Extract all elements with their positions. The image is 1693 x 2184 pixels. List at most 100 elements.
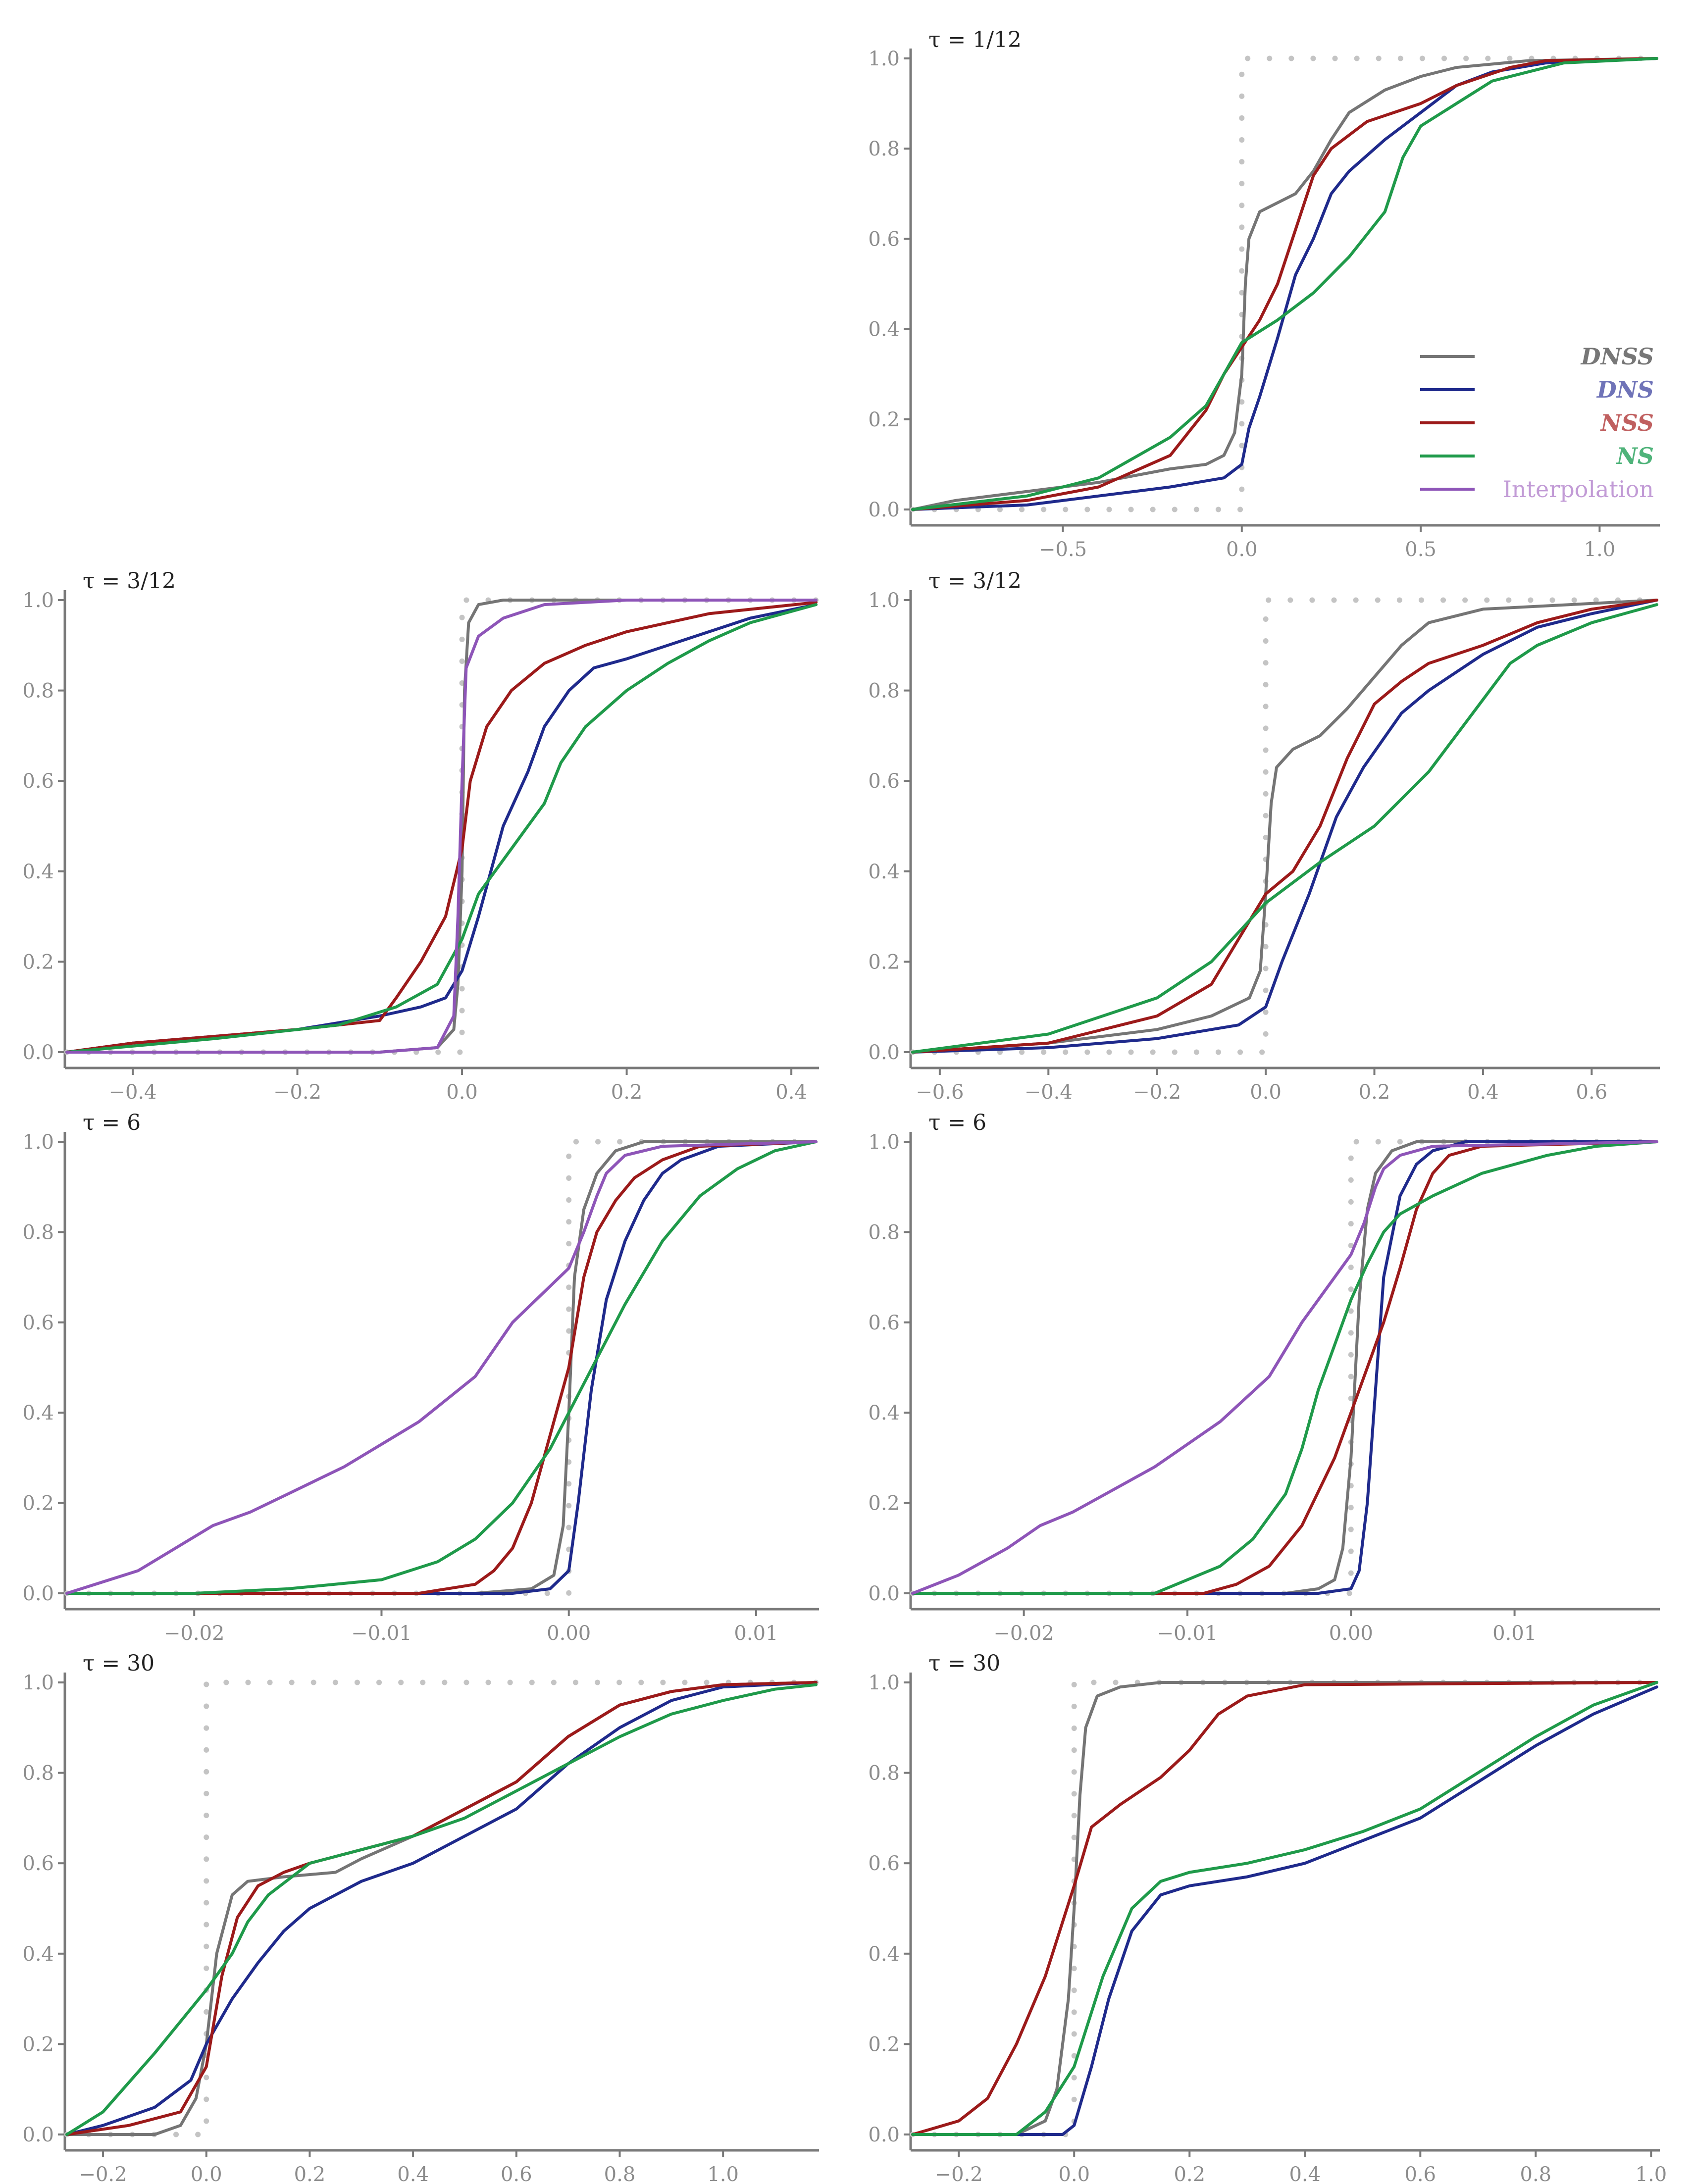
series-line-dns	[911, 599, 1658, 1054]
x-tick-label: −0.4	[1025, 1081, 1073, 1104]
series-line-nss	[911, 1681, 1658, 2136]
x-tick-label: 1.0	[707, 2163, 739, 2184]
panel-title: τ = 6	[83, 1110, 141, 1135]
y-tick-label: 0.8	[22, 1762, 54, 1785]
series-line-dnss	[911, 599, 1658, 1054]
y-tick-label: 0.0	[868, 1041, 900, 1064]
y-tick-label: 0.6	[868, 228, 900, 251]
y-tick-label: 0.0	[868, 2124, 900, 2146]
series-line-dns	[65, 1681, 818, 2136]
y-tick-label: 0.6	[868, 1312, 900, 1334]
y-tick-label: 0.2	[22, 2033, 54, 2056]
series-line-dnss	[911, 1140, 1658, 1595]
series-line-ns	[911, 57, 1658, 511]
panel-title: τ = 3/12	[928, 568, 1022, 594]
x-tick-label: 0.00	[547, 1622, 591, 1645]
series-line-ns	[65, 603, 818, 1054]
y-tick-label: 0.0	[22, 1041, 54, 1064]
reference-step-cdf	[910, 597, 1660, 1055]
y-tick-label: 0.6	[22, 770, 54, 793]
series-line-dns	[65, 1140, 818, 1595]
x-tick-label: 0.0	[1058, 2163, 1090, 2184]
x-tick-label: 0.4	[397, 2163, 429, 2184]
legend-label-interpolation: Interpolation	[1503, 476, 1654, 503]
x-tick-label: 0.4	[1289, 2163, 1321, 2184]
series-line-interpolation	[65, 1140, 818, 1595]
panel-tau-3-12-left: τ = 3/12 0.0 0.2 0.4 0.6 0.8 1.0 −0.4 −0.2 0.0 0.…	[22, 568, 819, 1104]
panel-title: τ = 30	[928, 1651, 1000, 1676]
y-tick-label: 0.2	[868, 1492, 900, 1515]
x-tick-label: 0.6	[501, 2163, 532, 2184]
x-tick-label: 0.2	[1174, 2163, 1205, 2184]
series-line-interpolation	[65, 599, 818, 1054]
x-tick-label: 0.4	[1467, 1081, 1499, 1104]
y-tick-label: 0.4	[22, 861, 54, 883]
legend: DNSS DNS NSS NS Interpolation	[1420, 343, 1654, 503]
y-tick-label: 0.2	[22, 1492, 54, 1515]
x-tick-label: 0.0	[191, 2163, 222, 2184]
y-tick-label: 0.8	[868, 1221, 900, 1244]
x-tick-label: −0.5	[1039, 538, 1087, 561]
x-tick-label: −0.2	[935, 2163, 983, 2184]
y-tick-label: 0.8	[868, 1762, 900, 1785]
y-tick-label: 1.0	[868, 1672, 900, 1694]
x-tick-label: 0.8	[604, 2163, 636, 2184]
reference-step-cdf	[64, 1679, 819, 2137]
y-tick-label: 0.2	[868, 2033, 900, 2056]
x-tick-label: 1.0	[1584, 538, 1616, 561]
y-tick-label: 0.4	[868, 861, 900, 883]
x-tick-label: 0.0	[446, 1081, 478, 1104]
x-tick-label: −0.2	[273, 1081, 321, 1104]
y-tick-label: 0.6	[22, 1852, 54, 1875]
y-tick-label: 1.0	[868, 589, 900, 612]
y-tick-label: 1.0	[22, 1672, 54, 1694]
panel-tau-6-left: τ = 6 0.0 0.2 0.4 0.6 0.8 1.0 −0.02 −0.01 0.00 0.…	[22, 1110, 819, 1645]
x-tick-label: 0.2	[294, 2163, 326, 2184]
y-tick-label: 1.0	[868, 1131, 900, 1154]
x-tick-label: −0.01	[1157, 1622, 1218, 1645]
panel-tau-1-12: τ = 1/12 0.0 0.2 0.4 0.6 0.8 1.0 −0.5 0.0 0.5 1.0…	[868, 27, 1660, 561]
y-tick-label: 0.4	[22, 1943, 54, 1966]
y-tick-label: 0.2	[868, 951, 900, 973]
series-line-dns	[911, 1685, 1658, 2136]
x-tick-label: 0.01	[734, 1622, 778, 1645]
y-tick-label: 0.4	[868, 1402, 900, 1424]
series-line-ns	[65, 1683, 818, 2136]
x-tick-label: 0.2	[611, 1081, 643, 1104]
x-tick-label: 0.5	[1405, 538, 1436, 561]
y-tick-label: 0.8	[22, 1221, 54, 1244]
panel-title: τ = 3/12	[83, 568, 176, 594]
x-tick-label: −0.02	[993, 1622, 1054, 1645]
x-tick-label: 0.4	[775, 1081, 807, 1104]
panel-tau-30-left: τ = 30 0.0 0.2 0.4 0.6 0.8 1.0 −0.2 0.0 0.2 0.4 0.…	[22, 1651, 819, 2184]
panel-tau-6-right: τ = 6 0.0 0.2 0.4 0.6 0.8 1.0 −0.02 −0.01 0.00 0.…	[868, 1110, 1660, 1645]
legend-label-dns: DNS	[1596, 376, 1654, 403]
panel-tau-30-right: τ = 30 0.0 0.2 0.4 0.6 0.8 1.0 −0.2 0.0 0.2 0.4 0.…	[868, 1651, 1667, 2184]
series-line-ns	[65, 1140, 818, 1595]
legend-label-dnss: DNSS	[1580, 343, 1654, 370]
y-tick-label: 0.2	[22, 951, 54, 973]
x-tick-label: −0.2	[79, 2163, 127, 2184]
series-line-interpolation	[911, 1140, 1658, 1595]
legend-label-nss: NSS	[1600, 409, 1654, 436]
x-tick-label: −0.4	[108, 1081, 156, 1104]
y-tick-label: 0.6	[22, 1312, 54, 1334]
y-tick-label: 0.0	[868, 1582, 900, 1605]
x-tick-label: 0.6	[1404, 2163, 1436, 2184]
panel-tau-3-12-right: τ = 3/12 0.0 0.2 0.4 0.6 0.8 1.0 −0.6 −0.4 −0.2 0…	[868, 568, 1660, 1104]
series-line-dnss	[911, 1681, 1658, 2136]
panel-title: τ = 6	[928, 1110, 986, 1135]
series-line-ns	[911, 1140, 1658, 1595]
x-tick-label: 0.01	[1492, 1622, 1537, 1645]
y-tick-label: 0.8	[868, 138, 900, 160]
x-tick-label: −0.02	[164, 1622, 225, 1645]
x-tick-label: −0.6	[916, 1081, 964, 1104]
series-line-nss	[911, 599, 1658, 1054]
y-tick-label: 0.6	[868, 770, 900, 793]
y-tick-label: 0.4	[868, 318, 900, 341]
x-tick-label: 0.8	[1520, 2163, 1552, 2184]
series-line-dns	[65, 603, 818, 1054]
y-tick-label: 0.4	[868, 1943, 900, 1966]
y-tick-label: 1.0	[868, 48, 900, 70]
